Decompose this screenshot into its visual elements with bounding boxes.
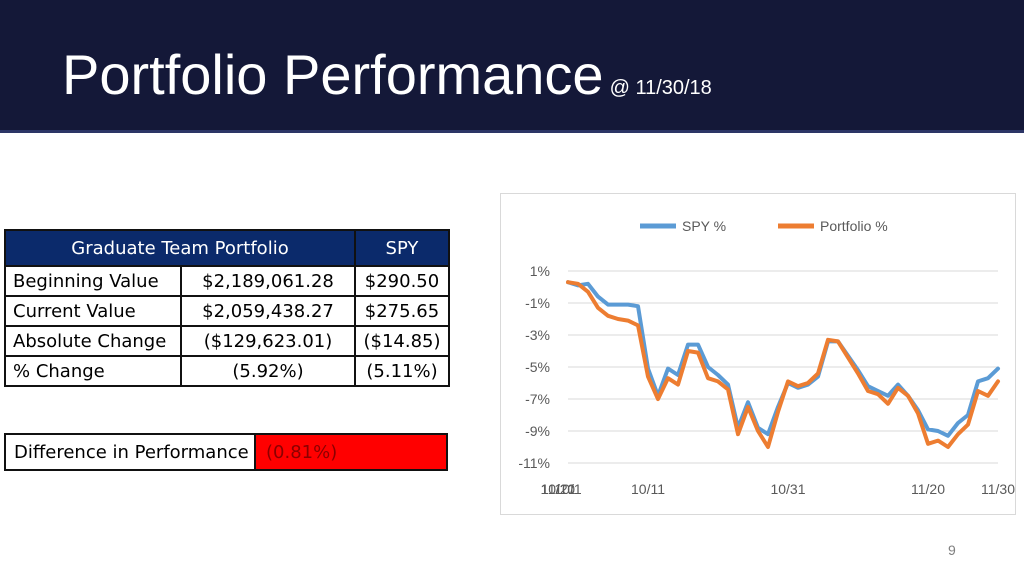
x-tick-label: 10/1	[554, 481, 581, 497]
y-tick-label: -7%	[525, 391, 550, 407]
difference-value: (0.81%)	[256, 433, 448, 471]
portfolio-value: (5.92%)	[180, 355, 356, 387]
row-label: % Change	[4, 355, 182, 387]
performance-table: Graduate Team Portfolio SPY Beginning Va…	[4, 229, 450, 387]
difference-box: Difference in Performance (0.81%)	[4, 433, 448, 471]
spy-value: ($14.85)	[354, 325, 450, 357]
line-chart: 1% -1% -3% -5% -7% -9% -11%10/1 10/11 10/21 10/31…	[518, 218, 1015, 497]
table-header-row: Graduate Team Portfolio SPY	[4, 229, 450, 267]
row-label: Current Value	[4, 295, 182, 327]
series-line-portfolio	[566, 280, 1000, 449]
y-tick-label: -5%	[525, 359, 550, 375]
portfolio-header: Graduate Team Portfolio	[4, 229, 356, 267]
spy-header: SPY	[354, 229, 450, 267]
row-label: Absolute Change	[4, 325, 182, 357]
legend-label: SPY %	[682, 218, 726, 234]
portfolio-value: $2,189,061.28	[180, 265, 356, 297]
table-row: Current Value $2,059,438.27 $275.65	[4, 295, 450, 327]
y-tick-label: 1%	[530, 263, 550, 279]
x-tick-label: 11/10	[541, 481, 575, 497]
title-text: Portfolio Performance	[62, 43, 604, 106]
x-tick-label: 10/21	[540, 481, 575, 497]
x-tick-label: 10/31	[770, 481, 805, 497]
portfolio-value: ($129,623.01)	[180, 325, 356, 357]
series-line-spy	[566, 280, 1000, 438]
y-tick-label: -11%	[518, 455, 550, 471]
spy-value: $275.65	[354, 295, 450, 327]
date-subtitle: @ 11/30/18	[609, 77, 712, 99]
y-tick-label: -3%	[525, 327, 550, 343]
spy-value: $290.50	[354, 265, 450, 297]
x-tick-label: 11/30	[981, 481, 1015, 497]
page-number: 9	[948, 542, 956, 558]
performance-chart: 1% -1% -3% -5% -7% -9% -11% 10/1 10/11 10/21 10/31…	[500, 193, 1016, 515]
portfolio-value: $2,059,438.27	[180, 295, 356, 327]
x-tick-label: 11/20	[911, 481, 945, 497]
y-tick-label: -9%	[525, 423, 550, 439]
table-row: Beginning Value $2,189,061.28 $290.50	[4, 265, 450, 297]
page-title: Portfolio Performance @ 11/30/18	[62, 44, 712, 119]
difference-label: Difference in Performance	[4, 433, 256, 471]
table-row: % Change (5.92%) (5.11%)	[4, 355, 450, 387]
table-row: Absolute Change ($129,623.01) ($14.85)	[4, 325, 450, 357]
legend-label: Portfolio %	[820, 218, 888, 234]
title-banner: Portfolio Performance @ 11/30/18	[0, 0, 1024, 133]
y-tick-label: -1%	[525, 295, 550, 311]
row-label: Beginning Value	[4, 265, 182, 297]
x-tick-label: 10/11	[631, 481, 665, 497]
spy-value: (5.11%)	[354, 355, 450, 387]
